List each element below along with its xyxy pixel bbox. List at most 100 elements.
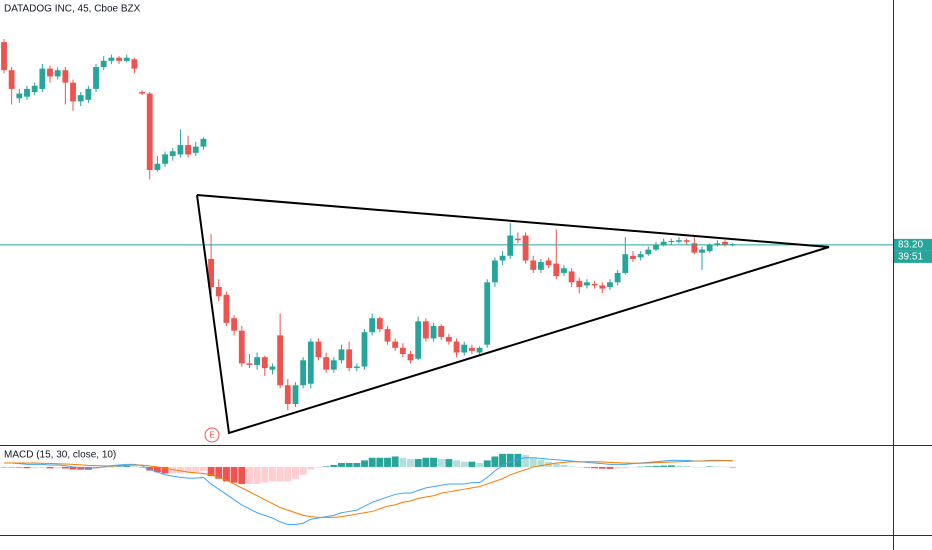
histogram-bar — [491, 456, 499, 467]
macd-title: MACD (15, 30, close, 10) — [4, 450, 116, 461]
candle-body — [599, 285, 606, 289]
histogram-bar — [361, 460, 368, 467]
histogram-bar — [199, 466, 207, 471]
candle-body — [31, 85, 38, 93]
histogram-bar — [107, 466, 115, 468]
histogram-bar — [146, 466, 154, 471]
candle-body — [706, 244, 713, 252]
candle-body — [584, 282, 590, 286]
countdown-box — [894, 250, 932, 263]
candle-body — [139, 92, 145, 94]
candle-body — [284, 385, 291, 404]
histogram-bar — [38, 466, 46, 468]
histogram-bar — [8, 466, 16, 468]
candle-body — [108, 57, 115, 61]
candle-body — [254, 357, 261, 365]
histogram-bar — [23, 466, 31, 469]
candle-body — [323, 357, 330, 370]
histogram-bar — [261, 466, 269, 483]
histogram-bar — [552, 463, 560, 467]
histogram-bar — [644, 466, 652, 467]
candle-body — [507, 235, 514, 256]
candle-body — [630, 255, 636, 259]
candle-body — [538, 262, 544, 270]
histogram-bar — [499, 453, 507, 467]
candle-body — [100, 60, 107, 68]
histogram-bar — [537, 459, 545, 467]
candle-body — [215, 286, 222, 297]
candle-body — [637, 254, 644, 258]
candle-body — [154, 163, 161, 171]
histogram-bar — [614, 466, 622, 469]
candle-body — [369, 318, 376, 333]
histogram-bar — [560, 464, 568, 467]
histogram-bar — [706, 466, 714, 467]
histogram-bar — [253, 466, 261, 484]
histogram-bar — [721, 466, 729, 468]
histogram-bar — [322, 466, 330, 467]
histogram-bar — [69, 466, 77, 470]
histogram-bar — [437, 459, 445, 467]
candle-body — [392, 341, 399, 348]
histogram-bar — [222, 466, 230, 482]
candle-body — [699, 249, 705, 253]
candle-body — [246, 363, 253, 365]
histogram-bar — [430, 457, 437, 467]
histogram-bar — [176, 466, 184, 474]
histogram-bar — [215, 466, 223, 479]
histogram-bar — [238, 466, 246, 484]
candle-body — [200, 138, 207, 147]
histogram-bar — [445, 459, 453, 467]
histogram-bar — [100, 466, 108, 468]
candle-body — [553, 263, 560, 277]
earnings-marker[interactable] — [204, 427, 220, 443]
candle-body — [645, 249, 652, 255]
candle-body — [269, 366, 276, 370]
candle-body — [607, 282, 613, 287]
histogram-bar — [422, 457, 430, 467]
histogram-bar — [276, 466, 284, 482]
candle-body — [146, 93, 153, 171]
histogram-bar — [407, 459, 414, 467]
candle-body — [376, 318, 383, 330]
histogram-bar — [606, 466, 614, 469]
histogram-bar — [115, 466, 123, 467]
histogram-bar — [330, 464, 338, 467]
candle-body — [484, 282, 491, 345]
histogram-bar — [230, 466, 238, 483]
histogram-bar — [338, 463, 345, 467]
marks-layer — [0, 38, 893, 526]
candle-body — [116, 57, 122, 61]
candle-body — [622, 254, 629, 273]
triangle-drawing — [196, 194, 830, 435]
histogram-bar — [207, 466, 215, 477]
histogram-bar — [0, 466, 8, 468]
histogram-bar — [184, 466, 192, 473]
histogram-bar — [15, 466, 23, 468]
earnings-label[interactable]: E — [209, 431, 214, 440]
histogram-bar — [667, 465, 675, 467]
candle-body — [438, 325, 445, 337]
candle-body — [576, 280, 583, 287]
histogram-bar — [514, 453, 522, 467]
histogram-bar — [192, 466, 200, 473]
candle-body — [54, 70, 61, 77]
candle-body — [568, 271, 575, 283]
histogram-bar — [713, 466, 721, 468]
candle-body — [93, 67, 99, 89]
histogram-bar — [31, 466, 39, 469]
histogram-bar — [130, 466, 138, 467]
candle-body — [315, 341, 322, 358]
histogram-bar — [591, 466, 599, 469]
candle-body — [85, 88, 92, 100]
histogram-bar — [391, 456, 399, 467]
histogram-bar — [46, 466, 54, 469]
candle-body — [545, 260, 552, 266]
candle-body — [653, 244, 659, 250]
candle-body — [24, 88, 30, 97]
candle-body — [47, 68, 53, 77]
candle-body — [123, 57, 130, 61]
histogram-bar — [468, 461, 476, 467]
